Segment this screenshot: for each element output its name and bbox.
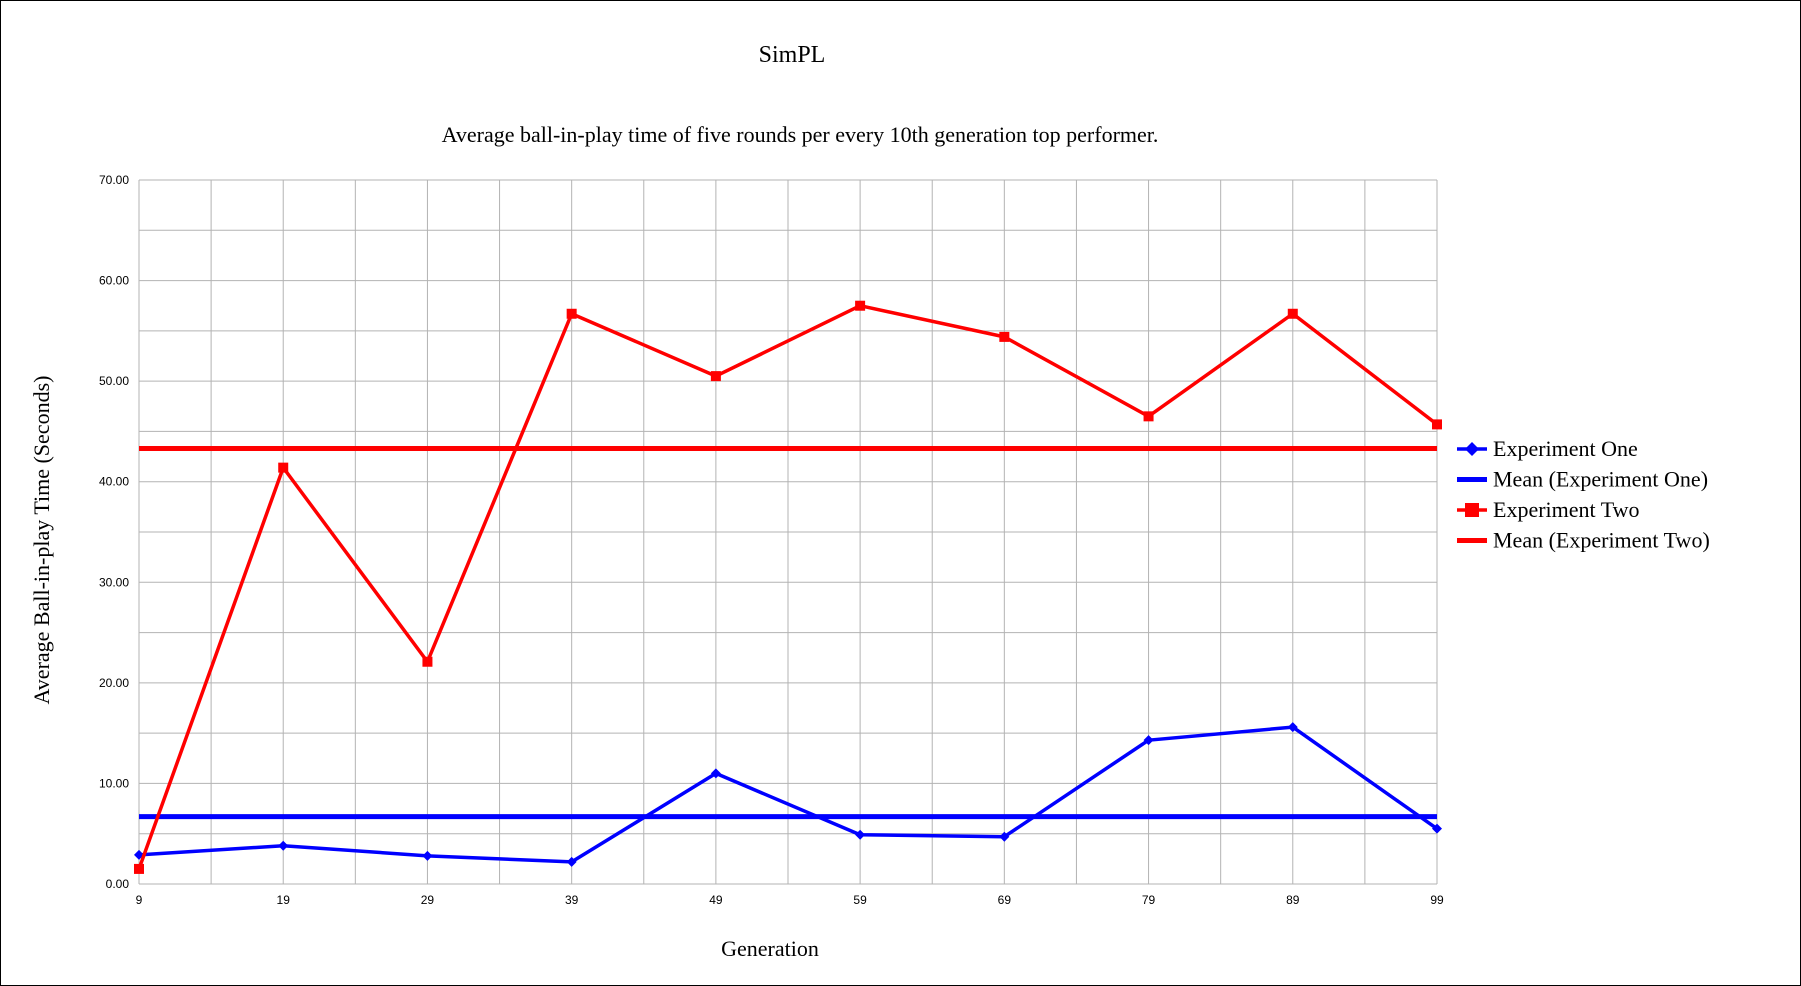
data-point — [999, 831, 1010, 842]
data-point — [1432, 823, 1442, 834]
y-tick-label: 20.00 — [99, 676, 129, 690]
legend-label: Mean (Experiment One) — [1493, 467, 1708, 492]
legend-swatch-marker — [1465, 442, 1479, 456]
x-axis-label: Generation — [721, 936, 819, 961]
data-point — [855, 300, 866, 311]
x-tick-label: 49 — [709, 893, 723, 907]
x-tick-label: 19 — [277, 893, 291, 907]
chart-title: SimPL — [759, 42, 826, 68]
series-line — [138, 725, 1439, 864]
chart-subtitle: Average ball-in-play time of five rounds… — [442, 122, 1159, 147]
data-point — [278, 462, 289, 473]
data-point — [422, 850, 433, 861]
legend-item: Mean (Experiment One) — [1457, 467, 1708, 492]
legend-item: Mean (Experiment Two) — [1457, 528, 1710, 553]
data-point — [999, 331, 1010, 342]
data-point — [1432, 419, 1442, 430]
legend-item: Experiment One — [1457, 436, 1638, 461]
data-point — [855, 829, 866, 840]
x-tick-label: 59 — [853, 893, 867, 907]
y-tick-label: 50.00 — [99, 374, 129, 388]
y-axis-label: Average Ball-in-play Time (Seconds) — [29, 376, 54, 705]
legend-swatch-marker — [1465, 503, 1479, 517]
legend-label: Experiment One — [1493, 436, 1638, 461]
y-tick-label: 10.00 — [99, 776, 129, 790]
series-group — [134, 300, 1442, 874]
x-tick-label: 69 — [998, 893, 1012, 907]
data-point — [1287, 308, 1298, 319]
data-point — [1143, 411, 1154, 422]
legend-label: Mean (Experiment Two) — [1493, 528, 1710, 553]
series-line — [137, 303, 1439, 870]
x-tick-label: 9 — [136, 893, 143, 907]
data-point — [1143, 735, 1154, 746]
x-tick-label: 99 — [1430, 893, 1444, 907]
x-tick-label: 29 — [421, 893, 435, 907]
x-tick-label: 89 — [1286, 893, 1300, 907]
tick-labels: 0.00 10.00 20.00 30.00 40.00 50.00 60.00 70.00 9… — [99, 173, 1444, 907]
data-point — [566, 856, 577, 867]
grid-lines — [138, 179, 1438, 885]
data-point — [422, 656, 433, 667]
x-tick-label: 79 — [1142, 893, 1156, 907]
y-tick-label: 60.00 — [99, 274, 129, 288]
data-point — [710, 371, 721, 382]
legend: Experiment One Mean (Experiment One) Exper… — [1457, 436, 1710, 553]
series-3 — [134, 300, 1442, 874]
y-tick-label: 0.00 — [106, 877, 130, 891]
data-point — [134, 863, 144, 874]
legend-item: Experiment Two — [1457, 497, 1640, 522]
x-tick-label: 39 — [565, 893, 579, 907]
y-tick-label: 40.00 — [99, 475, 129, 489]
y-tick-label: 30.00 — [99, 575, 129, 589]
data-point — [278, 840, 289, 851]
data-point — [710, 768, 721, 779]
y-tick-label: 70.00 — [99, 173, 129, 187]
data-point — [1287, 722, 1298, 733]
data-point — [566, 308, 577, 319]
legend-label: Experiment Two — [1493, 497, 1640, 522]
series-1 — [134, 722, 1442, 867]
